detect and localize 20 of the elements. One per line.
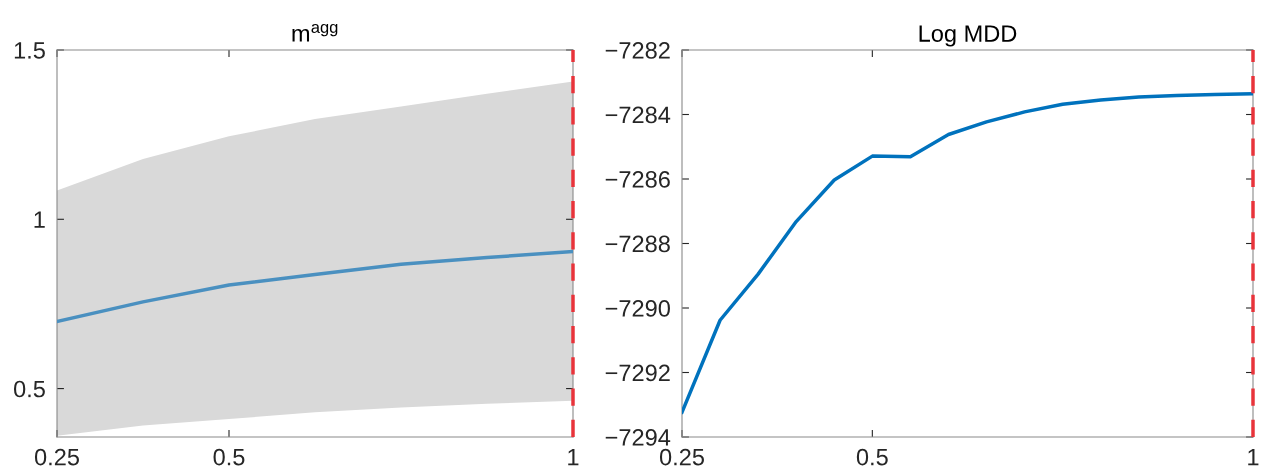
line-series (57, 249, 573, 324)
y-tick-label: −7284 (605, 106, 671, 124)
y-tick-label: −7292 (605, 364, 670, 382)
y-tick-label: −7286 (605, 171, 670, 188)
chart-title: m$^{agg}$ (292, 23, 338, 42)
x-tick-label: 1 (568, 448, 579, 466)
y-tick-label: −7290 (605, 300, 670, 317)
y-tick-label: −7294 (605, 429, 671, 446)
y-tick-label: −7288 (605, 235, 670, 253)
y-tick-label: 0.5 (13, 380, 45, 398)
y-tick-label: 1.5 (14, 42, 45, 59)
chart-title: Log MDD (919, 25, 1017, 47)
x-tick-label: 1 (1248, 448, 1259, 466)
y-tick-label: −7282 (605, 42, 670, 59)
line-series (682, 92, 1253, 414)
x-tick-label: 0.5 (856, 448, 888, 466)
x-tick-label: 0.25 (659, 448, 704, 466)
y-tick-label: 1 (34, 211, 45, 228)
x-tick-label: 0.25 (34, 448, 79, 466)
x-tick-label: 0.5 (213, 448, 245, 466)
